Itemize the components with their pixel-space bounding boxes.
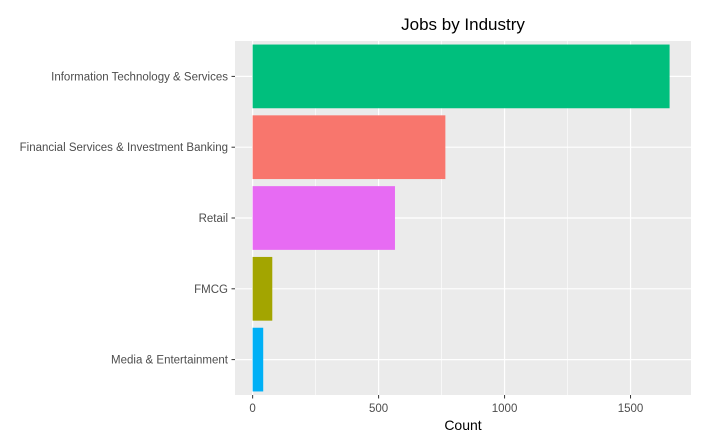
- x-tick-label: 0: [249, 403, 255, 415]
- x-tick-label: 1500: [618, 403, 644, 415]
- y-tick-label: FMCG: [194, 284, 228, 296]
- x-axis-title: Count: [444, 417, 481, 433]
- y-tick-label: Retail: [199, 213, 228, 225]
- bar: [252, 44, 670, 109]
- x-tick-label: 500: [369, 403, 388, 415]
- bar: [252, 186, 395, 250]
- x-axis: 0 500 1000 1500: [249, 395, 643, 415]
- y-tick-label: Information Technology & Services: [51, 71, 228, 83]
- y-tick-label: Financial Services & Investment Banking: [20, 142, 228, 154]
- bar: [252, 256, 273, 321]
- bar: [252, 327, 264, 392]
- chart-title: Jobs by Industry: [401, 15, 525, 34]
- x-tick-label: 1000: [492, 403, 518, 415]
- y-axis: Information Technology & Services Financi…: [20, 71, 235, 367]
- y-tick-label: Media & Entertainment: [111, 355, 229, 367]
- bar: [252, 115, 446, 180]
- bars: [252, 44, 670, 392]
